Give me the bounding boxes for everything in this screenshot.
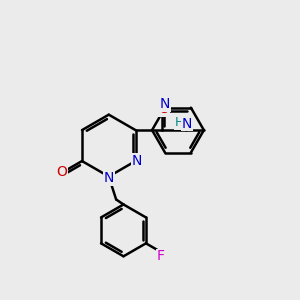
Text: H: H: [175, 116, 184, 129]
Text: F: F: [157, 249, 165, 263]
Text: N: N: [103, 171, 114, 185]
Text: N: N: [132, 154, 142, 168]
Text: O: O: [158, 102, 169, 116]
Text: N: N: [182, 117, 192, 130]
Text: N: N: [160, 97, 170, 111]
Text: O: O: [56, 165, 67, 179]
